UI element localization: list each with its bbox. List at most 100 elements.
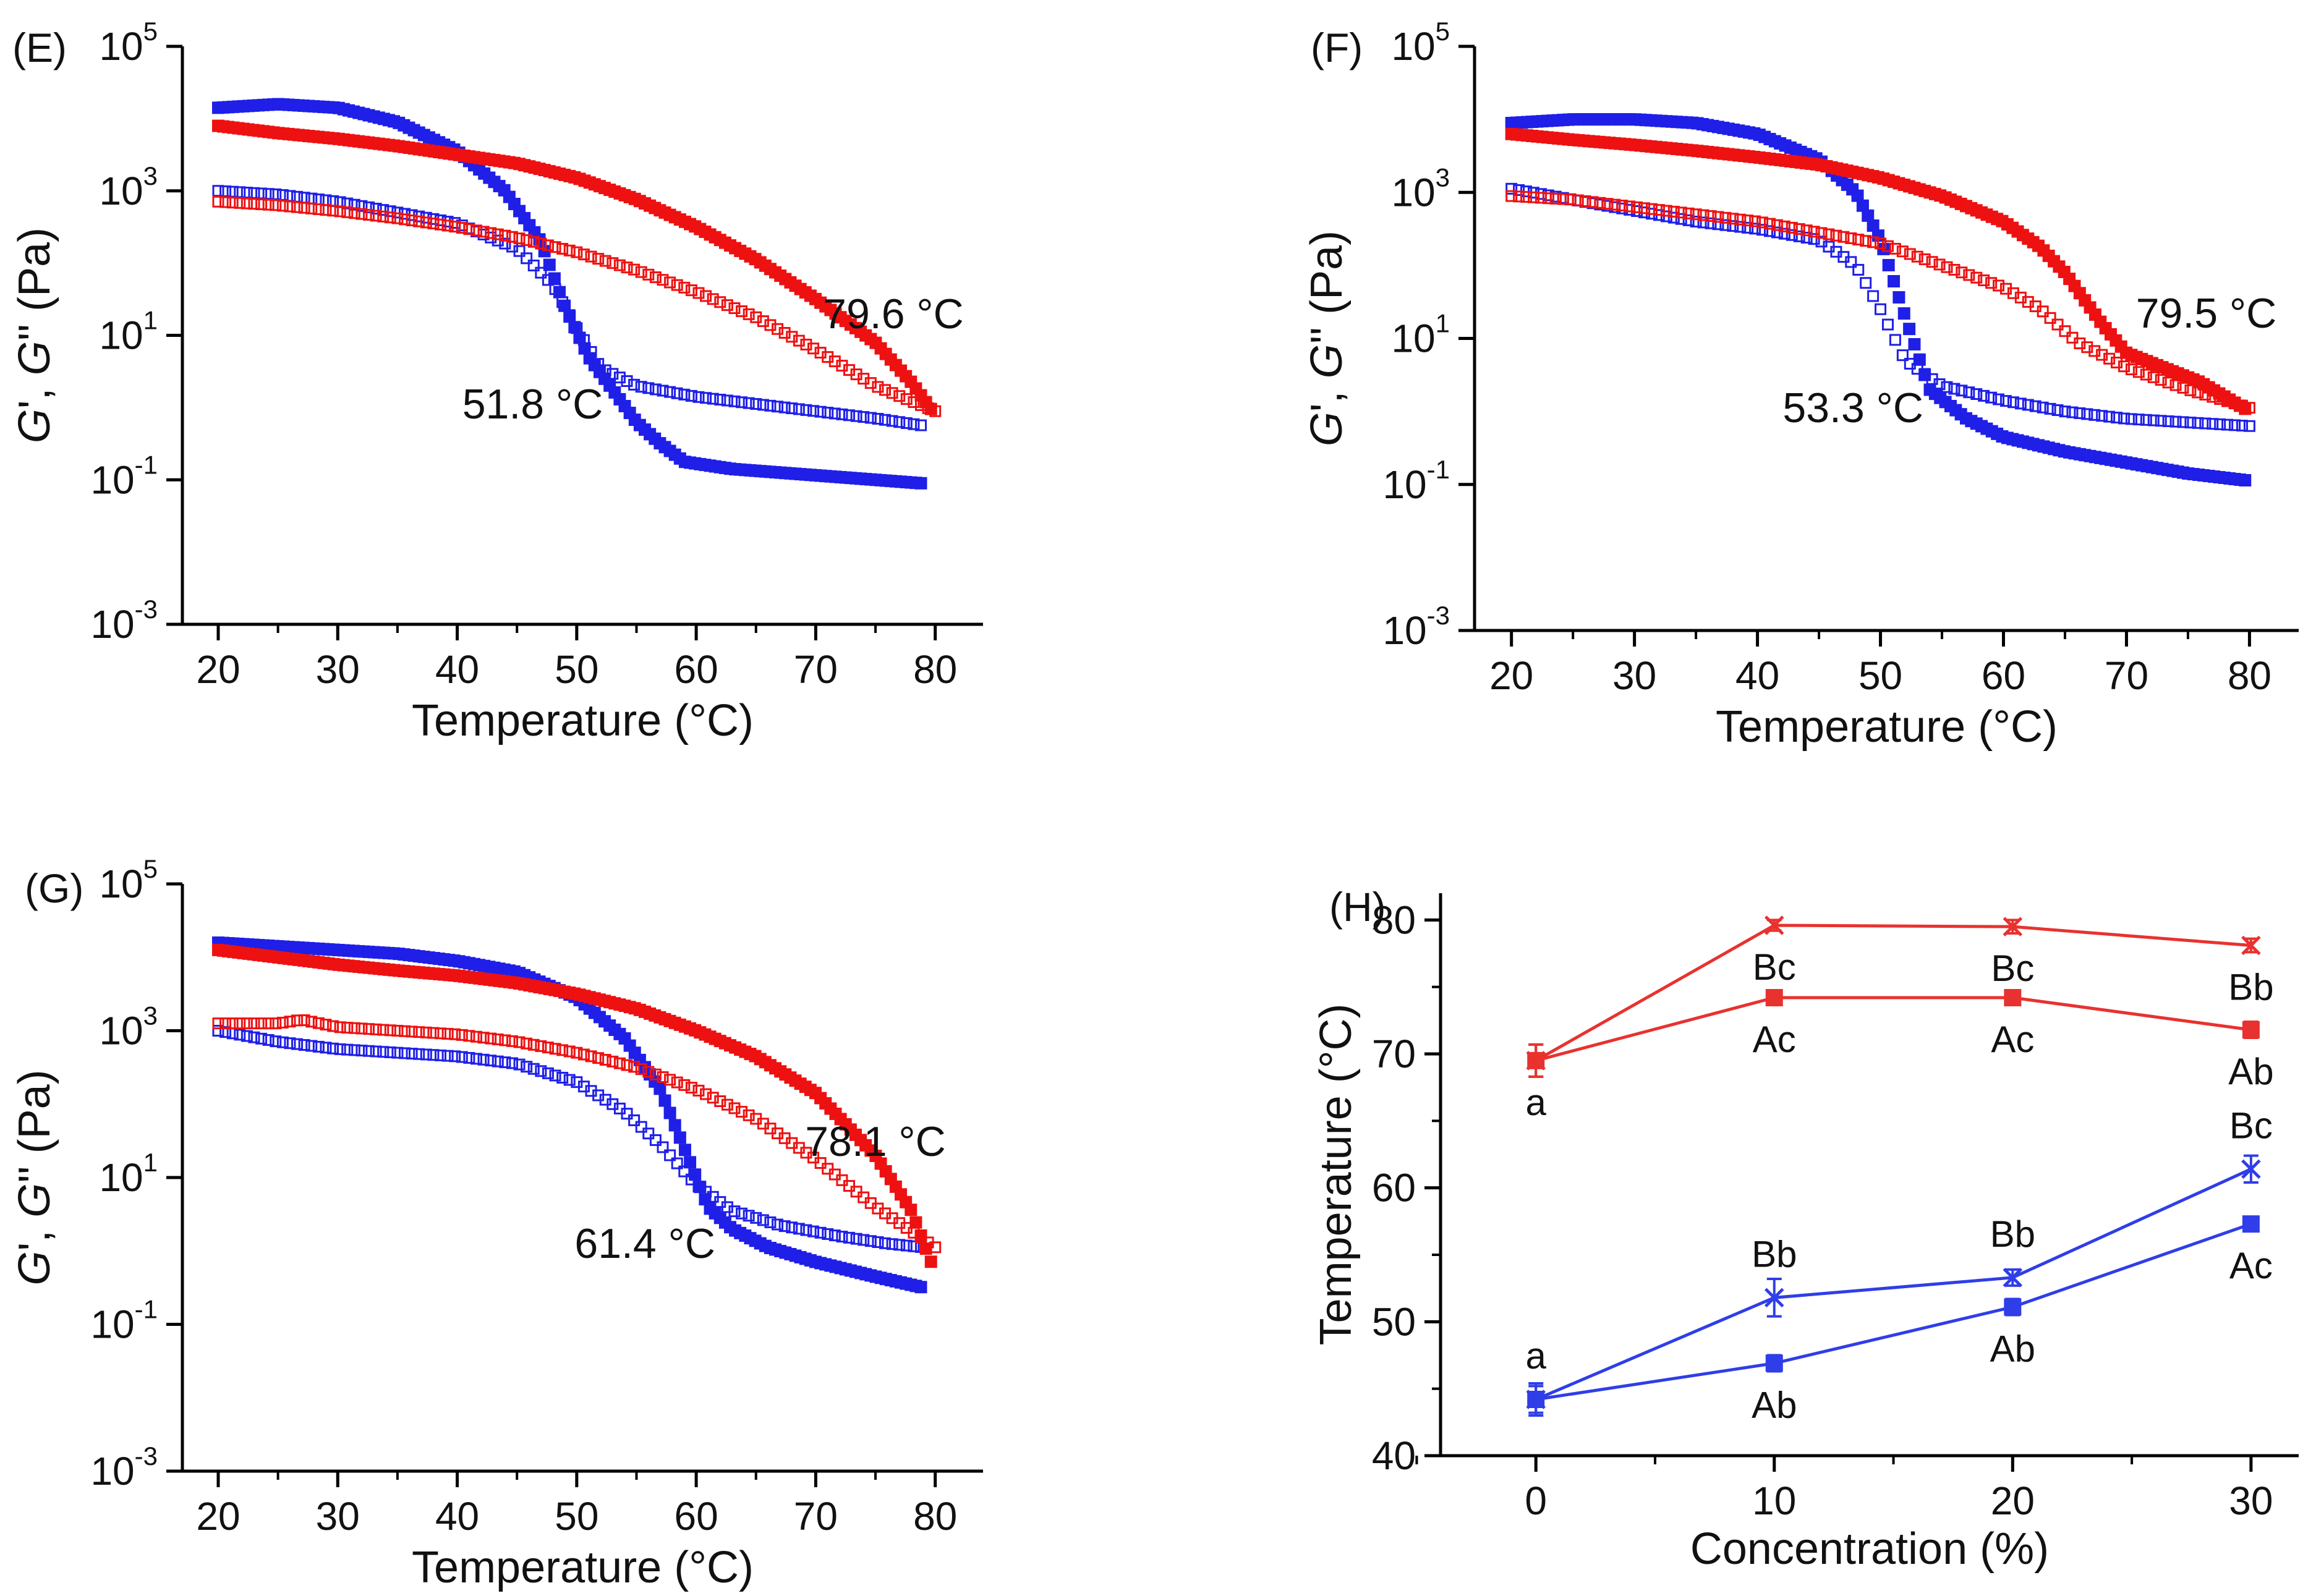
data-point xyxy=(456,1029,468,1041)
series-1 xyxy=(212,1025,927,1253)
data-point xyxy=(2066,406,2079,418)
data-point xyxy=(2169,415,2182,428)
data-point xyxy=(1978,274,1990,286)
data-point xyxy=(893,1239,906,1251)
x-tick-label: 80 xyxy=(2228,653,2271,698)
data-point xyxy=(1908,337,1921,350)
data-point xyxy=(1830,229,1842,242)
data-point xyxy=(1756,216,1769,229)
data-point xyxy=(563,1045,576,1058)
data-point xyxy=(549,1043,561,1055)
data-point xyxy=(858,411,870,423)
data-point xyxy=(255,1017,268,1030)
data-point xyxy=(1862,209,1875,222)
data-point xyxy=(2004,989,2022,1006)
data-point xyxy=(399,213,411,226)
data-point xyxy=(1667,205,1680,218)
data-point xyxy=(786,402,798,415)
data-point xyxy=(1505,182,1518,195)
data-point xyxy=(355,208,368,220)
y-axis-label: G', G'' (Pa) xyxy=(1302,231,1352,446)
data-point xyxy=(678,1079,691,1091)
data-point xyxy=(241,1030,253,1042)
y-axis-label-part: ' xyxy=(10,1242,59,1251)
y-tick-exponent: 3 xyxy=(143,1001,158,1030)
x-axis-label: Concentration (%) xyxy=(1690,1524,2049,1574)
data-point xyxy=(1771,226,1783,239)
data-point xyxy=(1845,232,1857,244)
data-point xyxy=(284,200,296,213)
data-point xyxy=(334,1043,346,1055)
x-tick-label: 20 xyxy=(1489,653,1533,698)
data-point xyxy=(1963,386,1975,399)
data-point xyxy=(2125,363,2137,376)
data-point xyxy=(1786,221,1798,234)
data-point xyxy=(879,384,892,396)
y-tick-exponent: -3 xyxy=(1427,601,1450,630)
data-point xyxy=(470,224,482,237)
significance-label: Bb xyxy=(1752,1233,1797,1275)
data-point xyxy=(786,1221,798,1234)
data-point xyxy=(2103,352,2116,365)
data-point xyxy=(2044,312,2056,324)
data-point xyxy=(664,1149,676,1161)
data-point xyxy=(886,415,898,427)
data-point xyxy=(1765,989,1783,1006)
x-tick-label: 60 xyxy=(675,647,718,692)
data-point xyxy=(1763,218,1776,230)
data-point xyxy=(2096,349,2108,361)
data-point xyxy=(370,210,382,222)
data-point xyxy=(843,409,856,422)
series-line xyxy=(1535,1222,2252,1401)
data-point xyxy=(2140,414,2152,426)
data-point xyxy=(298,1039,310,1051)
data-point xyxy=(427,218,440,230)
data-point xyxy=(828,407,841,420)
y-tick-base: 10 xyxy=(1391,170,1435,214)
y-tick-base: 10 xyxy=(99,24,143,69)
data-point xyxy=(664,1074,676,1086)
data-point xyxy=(384,211,396,224)
data-point xyxy=(470,1053,482,1065)
y-tick-label: 10-3 xyxy=(90,595,158,647)
significance-label: Ac xyxy=(2229,1245,2273,1286)
significance-label: Bb xyxy=(2228,967,2273,1008)
data-point xyxy=(1675,206,1687,219)
data-point xyxy=(592,358,605,370)
data-point xyxy=(276,200,289,212)
y-tick-label: 50 xyxy=(1372,1299,1416,1344)
data-point xyxy=(692,391,705,403)
data-point xyxy=(262,188,275,200)
series-2 xyxy=(211,943,937,1268)
series-line xyxy=(1535,996,2252,1063)
data-point xyxy=(778,401,791,414)
data-point xyxy=(1771,219,1783,231)
data-point xyxy=(673,1131,686,1144)
data-point xyxy=(599,1054,611,1066)
data-point xyxy=(463,1051,475,1064)
significance-label: Ab xyxy=(2228,1051,2273,1092)
data-point xyxy=(506,1057,518,1069)
data-point xyxy=(1513,184,1525,196)
y-tick-base: 10 xyxy=(99,313,143,358)
data-point xyxy=(1911,250,1923,263)
y-tick-label: 101 xyxy=(99,1148,158,1200)
data-point xyxy=(542,1067,554,1079)
data-point xyxy=(714,296,726,308)
data-point xyxy=(2003,917,2023,936)
data-point xyxy=(664,276,676,289)
data-point xyxy=(1786,229,1798,241)
data-point xyxy=(2059,405,2071,418)
data-point xyxy=(527,1063,540,1075)
data-point xyxy=(1727,220,1739,232)
significance-label: Bc xyxy=(1753,946,1796,988)
data-point xyxy=(607,257,619,270)
data-point xyxy=(736,1106,748,1118)
data-point xyxy=(1933,258,1946,271)
data-point xyxy=(707,1092,719,1104)
x-tick-label: 30 xyxy=(1612,653,1656,698)
data-point xyxy=(441,1027,454,1040)
data-point xyxy=(556,1044,569,1056)
data-point xyxy=(822,407,834,419)
x-tick-label: 30 xyxy=(2229,1479,2273,1523)
